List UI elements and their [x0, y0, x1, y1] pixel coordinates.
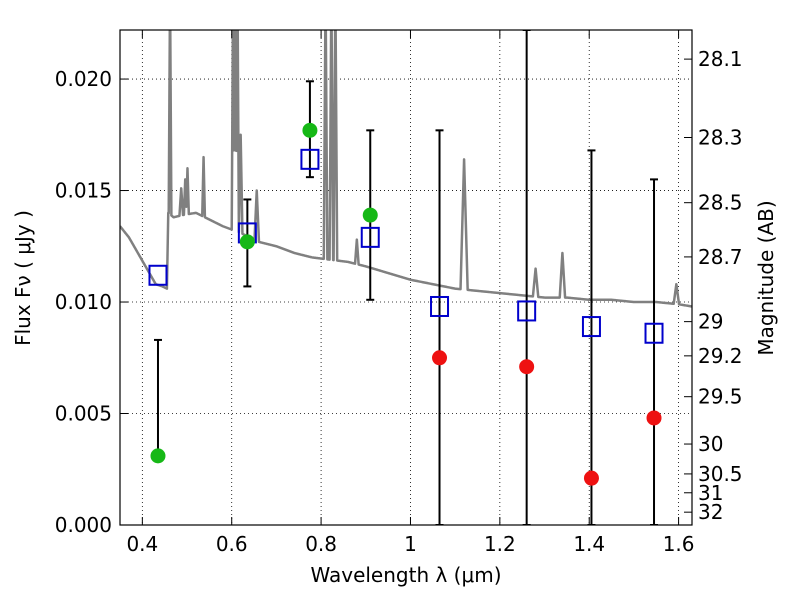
upper-limit-point — [432, 350, 448, 366]
magnitude-tick-label: 30.5 — [698, 462, 743, 486]
magnitude-tick-label: 28.3 — [698, 125, 743, 149]
y-tick-label: 0.020 — [55, 67, 112, 91]
tick-marks — [120, 30, 692, 526]
model-photometry-square — [360, 226, 380, 248]
y-tick-label: 0.015 — [55, 179, 112, 203]
x-tick-label: 0.8 — [305, 532, 337, 556]
detection-point — [362, 207, 378, 223]
model-photometry-square — [430, 295, 450, 317]
detection-point — [150, 448, 166, 464]
x-axis-title: Wavelength λ (μm) — [310, 563, 501, 587]
model-photometry-square — [517, 300, 537, 322]
observation-layer — [150, 122, 662, 486]
upper-limit-point — [646, 410, 662, 426]
detection-point — [239, 234, 255, 250]
magnitude-tick-label: 32 — [698, 500, 723, 524]
detection-point — [302, 122, 318, 138]
model-photometry-square — [148, 264, 168, 286]
magnitude-tick-label: 28.7 — [698, 245, 743, 269]
sed-curve-layer — [120, 30, 692, 308]
model-photometry-square — [300, 148, 320, 170]
y-axis-title: Flux Fν ( μJy ) — [11, 210, 35, 346]
upper-limit-point — [583, 470, 599, 486]
sed-model-curve — [120, 30, 692, 308]
y-tick-label: 0.010 — [55, 290, 112, 314]
magnitude-tick-label: 30 — [698, 432, 723, 456]
magnitude-tick-label: 29.2 — [698, 344, 743, 368]
model-photometry-square — [581, 316, 601, 338]
upper-limit-point — [519, 359, 535, 375]
x-tick-label: 0.6 — [216, 532, 248, 556]
magnitude-tick-label: 28.1 — [698, 47, 743, 71]
magnitude-tick-label: 29.5 — [698, 385, 743, 409]
x-tick-label: 1.4 — [573, 532, 605, 556]
magnitude-tick-label: 31 — [698, 481, 723, 505]
y-tick-label: 0.005 — [55, 402, 112, 426]
x-tick-label: 1.6 — [663, 532, 695, 556]
magnitude-tick-label: 28.5 — [698, 191, 743, 215]
model-photometry-square — [644, 322, 664, 344]
x-tick-label: 0.4 — [126, 532, 158, 556]
magnitude-tick-label: 29 — [698, 310, 723, 334]
x-tick-label: 1 — [404, 532, 417, 556]
x-tick-label: 1.2 — [484, 532, 516, 556]
tick-labels: 0.4 0.6 0.8 1 1.2 1.4 1.6 0.000 0.005 0.010 0.015 0… — [55, 47, 743, 556]
plot-frame — [119, 29, 693, 526]
y-tick-label: 0.000 — [55, 513, 112, 537]
y2-axis-title: Magnitude (AB) — [754, 200, 778, 355]
